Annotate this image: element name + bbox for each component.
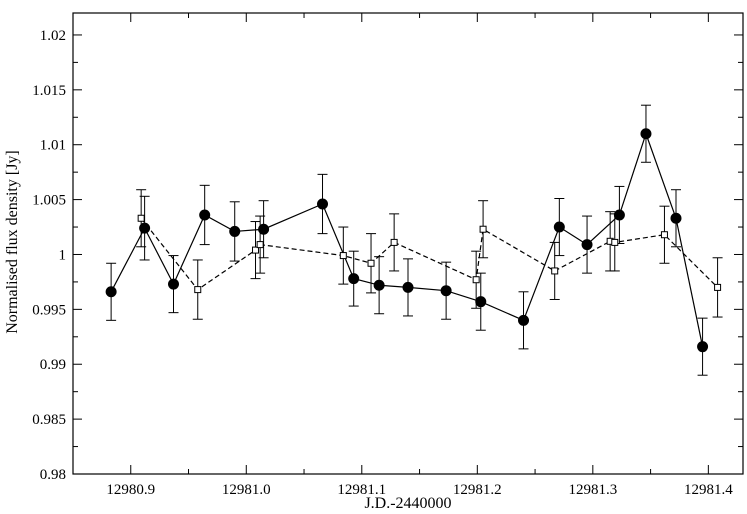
data-point [613,209,625,221]
data-point [553,221,565,233]
y-tick-label: 1.005 [32,193,66,209]
y-tick-label: 0.98 [40,467,66,483]
data-point [440,285,452,297]
data-point [339,252,347,260]
data-point [479,225,487,233]
y-tick-label: 0.995 [32,302,66,318]
x-tick-label: 12980.9 [106,482,155,498]
plot-frame [72,12,744,475]
data-point [475,296,487,308]
data-point [256,241,264,249]
data-point [252,246,260,254]
data-point [581,239,593,251]
data-point [367,259,375,267]
y-axis-title: Normalised flux density [Jy] [4,150,21,334]
data-point [697,341,709,353]
y-tick-label: 1 [59,247,67,263]
x-tick-label: 12981.0 [222,482,271,498]
y-tick-label: 1.02 [40,28,66,44]
x-tick-label: 12981.3 [568,482,617,498]
data-point [714,283,722,291]
data-point [373,279,385,291]
data-point [137,214,145,222]
y-tick-label: 0.99 [40,357,66,373]
data-point [229,225,241,237]
x-tick-label: 12981.1 [337,482,386,498]
y-tick-label: 1.01 [40,138,66,154]
data-point [194,286,202,294]
data-point [348,273,360,285]
data-point [551,267,559,275]
x-tick-label: 12981.2 [453,482,502,498]
data-point [317,198,329,210]
data-point [472,276,480,284]
series-layer [105,104,723,376]
data-point [402,281,414,293]
data-point [611,238,619,246]
data-point [670,212,682,224]
x-axis-title: J.D.-2440000 [364,495,451,512]
data-point [390,238,398,246]
data-point [640,128,652,140]
data-point [660,231,668,239]
x-tick-label: 12981.4 [684,482,733,498]
y-tick-label: 0.985 [32,412,66,428]
series-2 [136,189,723,320]
y-tick-label: 1.015 [32,83,66,99]
data-point [258,223,270,235]
y-axis: 0.98 0.985 0.99 0.995 1 1.005 1.01 1.015 1.02 [32,28,743,483]
data-point [105,286,117,298]
data-point [199,209,211,221]
data-point [168,278,179,290]
data-point [518,314,530,326]
